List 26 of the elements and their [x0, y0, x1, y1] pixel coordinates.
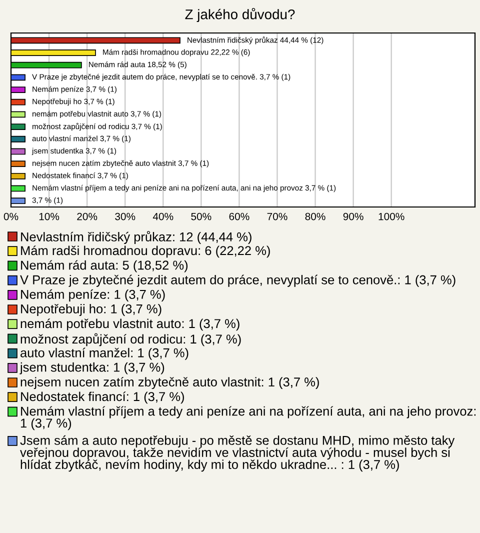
x-tick-label: 40%	[152, 212, 174, 220]
legend-label: Nemám vlastní příjem a tedy ani peníze ani na pořízení auta, ani na jeho provoz: 1 (3,7 %)	[20, 406, 476, 430]
legend-label: Nevlastním řidičský průkaz: 12 (44,44 %)	[21, 231, 252, 244]
chart-title: Z jakého důvodu?	[185, 8, 295, 22]
x-tick-label: 50%	[191, 212, 212, 220]
x-tick-label: 100%	[378, 212, 404, 220]
legend-label: Nemám rád auta: 5 (18,52 %)	[21, 260, 188, 272]
legend-label: auto vlastní manžel: 1 (3,7 %)	[20, 348, 188, 360]
legend-label: V Praze je zbytečné jezdit autem do práce, nevyplatí se to cenově.: 1 (3,7 %)	[20, 274, 456, 287]
legend-label: nemám potřebu vlastnit auto: 1 (3,7 %)	[20, 318, 240, 331]
x-tick-label: 10%	[39, 212, 60, 220]
legend-label: Nedostatek financí: 1 (3,7 %)	[21, 392, 184, 404]
x-tick-label: 70%	[267, 212, 288, 220]
legend-label: Nemám peníze: 1 (3,7 %)	[21, 289, 165, 302]
x-tick-label: 90%	[343, 212, 364, 220]
legend-label: Nepotřebuji ho: 1 (3,7 %)	[21, 304, 162, 316]
x-tick-label: 30%	[115, 212, 136, 220]
x-tick-label: 60%	[229, 212, 250, 220]
legend-label: jsem studentka: 1 (3,7 %)	[20, 362, 164, 374]
legend-label: Mám radši hromadnou dopravu: 6 (22,22 %)	[21, 246, 270, 258]
x-tick-label: 80%	[305, 212, 326, 220]
legend-label: možnost zapůjčení od rodicu: 1 (3,7 %)	[20, 333, 241, 346]
legend-label: Jsem sám a auto nepotřebuju - po městě se dostanu MHD, mimo město taky veřejnou dopravou, takže nevidím ve vlastnictví auta výhodu - musel bych si hlídat zbytkáč, nevím hodiny, kdy mi to někdo ukradne... : 1 (3,7 %)	[20, 435, 455, 472]
x-tick-label: 20%	[77, 212, 98, 220]
x-tick-label: 0%	[4, 212, 18, 220]
legend-label: nejsem nucen zatím zbytečně auto vlastnit: 1 (3,7 %)	[20, 377, 319, 390]
